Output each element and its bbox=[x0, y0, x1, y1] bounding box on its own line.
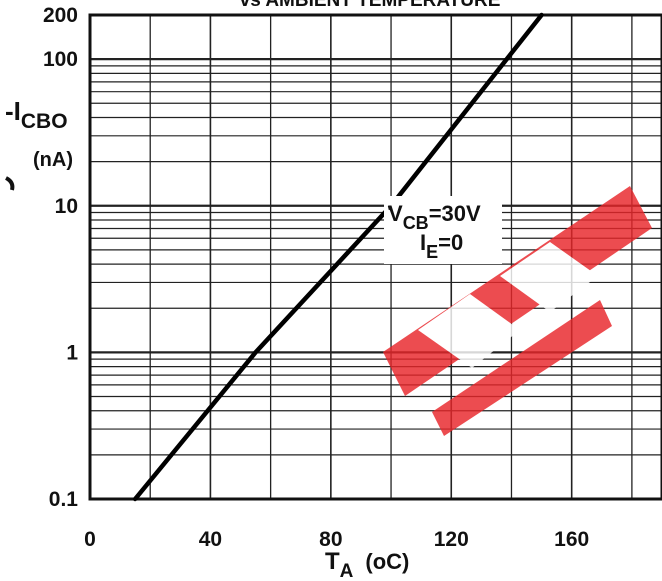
y-axis-brace-mark bbox=[5, 176, 15, 191]
watermark-logo bbox=[383, 186, 652, 436]
annotation-ie-sub: E bbox=[426, 242, 438, 262]
y-tick-label: 200 bbox=[43, 4, 78, 27]
annotation-vcb-sub: CB bbox=[403, 213, 429, 233]
plot-frame bbox=[88, 13, 662, 501]
annotation-vcb: VCB=30V bbox=[388, 201, 481, 233]
y-axis-title-main: -I bbox=[5, 96, 21, 126]
x-axis-ticks: 0 40 80 120 160 bbox=[84, 528, 589, 551]
y-tick-label: 1 bbox=[66, 341, 78, 364]
x-axis-title: TA (oC) bbox=[325, 548, 409, 581]
y-axis-title-sub: CBO bbox=[21, 110, 68, 133]
watermark-stripe bbox=[432, 300, 612, 436]
y-axis-unit: (nA) bbox=[33, 149, 73, 171]
x-axis-title-sub: A bbox=[340, 561, 354, 581]
annotation-vcb-main: V bbox=[388, 201, 403, 226]
y-axis-ticks: 0.1 1 10 100 200 bbox=[43, 4, 78, 511]
annotation-vcb-value: =30V bbox=[429, 201, 481, 226]
annotation-ie-value: =0 bbox=[438, 230, 463, 255]
watermark-cutout bbox=[418, 294, 520, 368]
annotation-background bbox=[384, 196, 502, 264]
x-axis-title-unit: (oC) bbox=[365, 549, 409, 574]
annotation-leader-line bbox=[387, 205, 392, 211]
series-layer bbox=[132, 12, 544, 502]
annotation-ie-main: I bbox=[420, 230, 426, 255]
chart-title: vs AMBIENT TEMPERATURE bbox=[240, 0, 501, 11]
y-tick-label: 100 bbox=[43, 48, 78, 71]
watermark-cutout bbox=[500, 242, 598, 312]
x-tick-label: 160 bbox=[554, 528, 589, 551]
x-tick-label: 0 bbox=[84, 528, 96, 551]
x-tick-label: 40 bbox=[199, 528, 222, 551]
x-tick-label: 120 bbox=[434, 528, 469, 551]
y-axis-title: -ICBO bbox=[5, 96, 68, 133]
x-axis-title-main: T bbox=[325, 548, 340, 575]
annotation-ie: IE=0 bbox=[420, 230, 463, 262]
y-tick-label: 10 bbox=[55, 195, 78, 218]
y-tick-label: 0.1 bbox=[49, 488, 79, 511]
series-line bbox=[132, 12, 544, 502]
x-tick-label: 80 bbox=[319, 528, 342, 551]
